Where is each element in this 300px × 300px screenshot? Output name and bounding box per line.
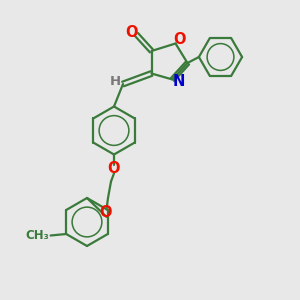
Text: N: N [173,74,185,88]
Text: O: O [174,32,186,47]
Text: O: O [99,206,111,220]
Text: O: O [125,25,137,40]
Text: O: O [108,161,120,176]
Text: H: H [110,75,121,88]
Text: CH₃: CH₃ [26,229,49,242]
